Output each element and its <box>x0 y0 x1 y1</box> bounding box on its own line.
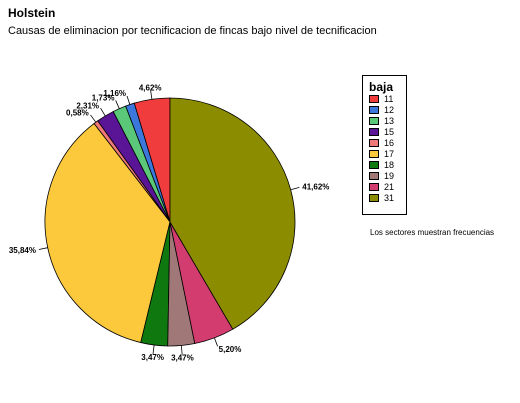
legend-item-13: 13 <box>369 115 406 126</box>
legend-swatch-16 <box>369 138 379 147</box>
pie-slice-17 <box>44 122 171 344</box>
legend-label-11: 11 <box>384 93 394 104</box>
legend-item-21: 21 <box>369 181 406 192</box>
leader-line-15 <box>100 108 106 117</box>
legend-swatch-17 <box>369 149 379 158</box>
slice-label-13: 1,73% <box>92 94 115 103</box>
legend-swatch-18 <box>369 160 379 169</box>
legend-label-21: 21 <box>384 181 395 192</box>
chart-title: Holstein <box>8 6 56 20</box>
legend-item-12: 12 <box>369 104 406 115</box>
legend-item-31: 31 <box>369 192 406 203</box>
legend-label-19: 19 <box>384 170 395 181</box>
slice-label-18: 3,47% <box>141 353 164 362</box>
legend: baja 11 12 13 15 16 17 18 19 21 31 <box>362 75 407 215</box>
slice-label-11: 4,62% <box>139 83 162 92</box>
leader-line-11 <box>150 90 153 100</box>
leader-line-18 <box>152 344 155 354</box>
slice-label-16: 0,58% <box>66 109 89 118</box>
slice-label-12: 1,16% <box>103 89 126 98</box>
chart-subtitle: Causas de eliminacion por tecnificacion … <box>8 25 377 37</box>
legend-label-18: 18 <box>384 159 395 170</box>
legend-label-12: 12 <box>384 104 395 115</box>
leader-line-13 <box>115 100 120 109</box>
slice-label-15: 2,31% <box>76 102 99 111</box>
leader-line-31 <box>290 187 300 191</box>
leader-line-17 <box>38 247 48 250</box>
legend-item-17: 17 <box>369 148 406 159</box>
slice-label-19: 3,47% <box>171 353 194 362</box>
legend-label-31: 31 <box>384 192 395 203</box>
legend-swatch-13 <box>369 116 379 125</box>
legend-title: baja <box>369 80 394 94</box>
legend-label-17: 17 <box>384 148 395 159</box>
legend-swatch-31 <box>369 193 379 202</box>
legend-swatch-12 <box>369 105 379 114</box>
legend-label-16: 16 <box>384 137 395 148</box>
leader-line-16 <box>90 114 97 123</box>
legend-swatch-15 <box>369 127 379 136</box>
legend-swatch-19 <box>369 171 379 180</box>
slice-label-17: 35,84% <box>9 246 36 255</box>
legend-label-15: 15 <box>384 126 395 137</box>
legend-item-11: 11 <box>369 93 406 104</box>
legend-item-18: 18 <box>369 159 406 170</box>
leader-line-12 <box>126 95 131 105</box>
legend-item-19: 19 <box>369 170 406 181</box>
chart-note: Los sectores muestran frecuencias <box>370 228 495 237</box>
legend-swatch-11 <box>369 94 379 103</box>
legend-item-16: 16 <box>369 137 406 148</box>
legend-swatch-21 <box>369 182 379 191</box>
legend-items: 11 12 13 15 16 17 18 19 21 31 <box>363 93 406 203</box>
legend-item-15: 15 <box>369 126 406 137</box>
slice-label-21: 5,20% <box>219 345 242 354</box>
leader-line-19 <box>180 345 183 355</box>
slice-label-31: 41,62% <box>302 183 329 192</box>
legend-label-13: 13 <box>384 115 395 126</box>
leader-line-21 <box>214 337 218 347</box>
